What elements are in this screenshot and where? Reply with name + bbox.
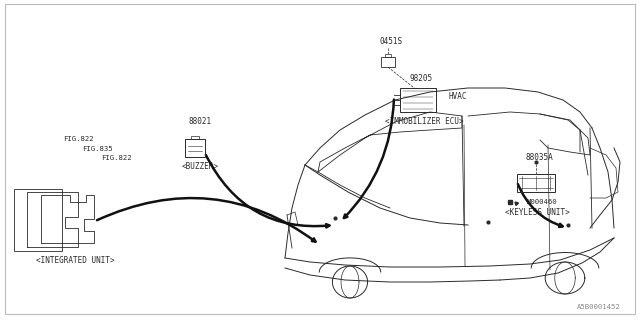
Text: <INTEGRATED UNIT>: <INTEGRATED UNIT> — [36, 256, 115, 265]
Bar — [191, 136, 200, 139]
Bar — [517, 174, 555, 192]
Bar — [381, 57, 395, 67]
Text: FIG.822: FIG.822 — [63, 136, 93, 142]
Text: 88021: 88021 — [189, 117, 212, 126]
Text: A5B0001452: A5B0001452 — [577, 304, 621, 310]
Text: M000460: M000460 — [526, 199, 557, 205]
Bar — [385, 54, 391, 57]
Bar — [186, 139, 205, 157]
Text: 98205: 98205 — [410, 74, 433, 83]
Text: HVAC: HVAC — [449, 92, 467, 101]
Bar — [401, 89, 436, 112]
Text: <KEYLESS UNIT>: <KEYLESS UNIT> — [505, 208, 570, 217]
Text: <BUZZER>: <BUZZER> — [182, 162, 219, 171]
Text: 0451S: 0451S — [380, 37, 403, 46]
Bar — [14, 189, 62, 251]
Text: 88035A: 88035A — [525, 153, 553, 162]
Text: FIG.822: FIG.822 — [101, 156, 132, 161]
Text: <IMMOBILIZER ECU>: <IMMOBILIZER ECU> — [385, 117, 464, 126]
Text: FIG.835: FIG.835 — [82, 146, 113, 152]
